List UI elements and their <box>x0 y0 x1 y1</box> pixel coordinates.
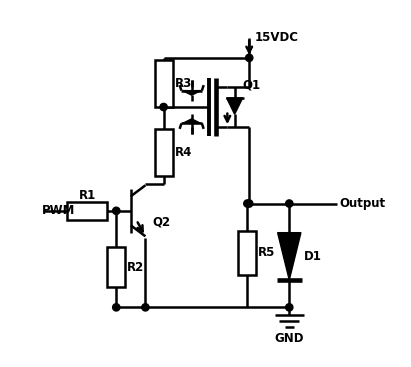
Text: R3: R3 <box>175 77 192 90</box>
Text: R2: R2 <box>127 261 144 274</box>
Bar <box>67 202 107 220</box>
Circle shape <box>245 54 253 62</box>
Circle shape <box>245 200 253 207</box>
Bar <box>238 231 256 275</box>
Polygon shape <box>182 119 201 123</box>
Circle shape <box>113 207 120 214</box>
Polygon shape <box>226 98 242 114</box>
Circle shape <box>142 304 149 311</box>
Circle shape <box>286 200 293 207</box>
Text: 15VDC: 15VDC <box>255 31 299 44</box>
Text: Q2: Q2 <box>152 215 170 228</box>
Text: R5: R5 <box>258 246 276 259</box>
Circle shape <box>244 200 251 207</box>
Bar <box>155 129 173 176</box>
Circle shape <box>113 304 120 311</box>
Text: PWM: PWM <box>42 204 75 217</box>
Bar <box>107 247 125 287</box>
Text: Output: Output <box>339 197 386 210</box>
Polygon shape <box>277 233 301 280</box>
Bar <box>155 60 173 107</box>
Circle shape <box>286 304 293 311</box>
Text: R1: R1 <box>79 189 96 202</box>
Text: Q1: Q1 <box>242 79 260 92</box>
Text: D1: D1 <box>304 250 322 263</box>
Text: GND: GND <box>275 332 304 345</box>
Text: R4: R4 <box>175 146 192 159</box>
Polygon shape <box>182 91 201 95</box>
Circle shape <box>160 103 167 111</box>
